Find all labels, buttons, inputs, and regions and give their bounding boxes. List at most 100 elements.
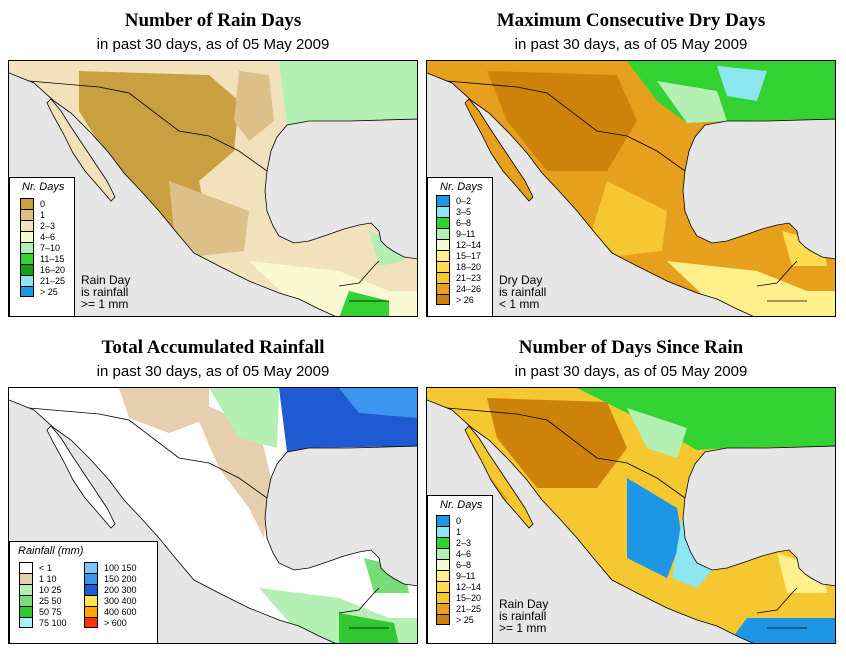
legend-label: 24–26	[456, 283, 482, 294]
legend-row: 50 75	[19, 606, 62, 617]
panel-dry-days: Maximum Consecutive Dry Days in past 30 …	[426, 0, 836, 320]
legend-swatch	[20, 209, 34, 220]
legend-row: 1 10	[19, 573, 57, 584]
legend-row: 300 400	[84, 595, 137, 606]
legend-row: 9–11	[436, 228, 475, 239]
panel-title: Maximum Consecutive Dry Days	[496, 10, 766, 31]
panel-subtitle: in past 30 days, as of 05 May 2009	[96, 363, 330, 380]
legend-swatch	[436, 206, 450, 217]
legend-title: Nr. Days	[440, 499, 483, 511]
legend-label: < 1	[39, 562, 52, 573]
legend-label: 21–25	[456, 603, 482, 614]
legend-row: 21–25	[20, 275, 65, 286]
legend-swatch	[436, 239, 450, 250]
legend-row: 0	[436, 515, 461, 526]
note-line: is rainfall	[499, 609, 547, 623]
legend-note: Rain Day is rainfall >= 1 mm	[499, 598, 548, 634]
legend-note: Dry Day is rainfall < 1 mm	[499, 274, 546, 310]
panel-title: Number of Rain Days	[124, 10, 302, 31]
legend-row: 6–8	[436, 559, 471, 570]
legend-swatch	[436, 526, 450, 537]
legend-swatch	[436, 581, 450, 592]
legend-row: 4–6	[20, 231, 55, 242]
legend-swatch	[436, 515, 450, 526]
legend-row: 21–23	[436, 272, 481, 283]
note-line: is rainfall	[81, 285, 129, 299]
legend-label: 21–25	[40, 275, 66, 286]
legend-swatch	[84, 617, 98, 628]
legend-row: 16–20	[20, 264, 65, 275]
legend-row: > 26	[436, 294, 474, 305]
legend-swatch	[20, 198, 34, 209]
legend-title: Nr. Days	[22, 181, 65, 193]
legend-row: 18–20	[436, 261, 481, 272]
legend-label: 10 25	[39, 584, 62, 595]
legend-label: 0–2	[456, 195, 472, 206]
legend-row: 75 100	[19, 617, 67, 628]
legend-swatch	[20, 231, 34, 242]
panel-total-rainfall: Total Accumulated Rainfall in past 30 da…	[8, 327, 418, 647]
legend-label: 18–20	[456, 261, 482, 272]
legend-swatch	[84, 606, 98, 617]
legend-label: 15–20	[456, 592, 482, 603]
legend-swatch	[20, 220, 34, 231]
legend-label: 1	[456, 526, 462, 537]
legend-row: 2–3	[436, 537, 471, 548]
legend-label: 300 400	[104, 595, 137, 606]
legend-row: 1	[20, 209, 45, 220]
legend-label: 11–15	[40, 253, 65, 264]
legend-label: 2–3	[456, 537, 472, 548]
map-days-since-rain[interactable]: Nr. Days 0 1 2–3 4–6 6–8 9–11 12–14 15–20 21–25 >…	[426, 387, 836, 644]
legend-row: 15–17	[436, 250, 481, 261]
legend-swatch	[436, 614, 450, 625]
legend-row: 4–6	[436, 548, 471, 559]
legend-swatch	[84, 584, 98, 595]
panel-title: Number of Days Since Rain	[518, 337, 744, 358]
legend-label: 1	[40, 209, 46, 220]
legend-row: 9–11	[436, 570, 475, 581]
legend-label: 200 300	[104, 584, 137, 595]
legend-label: 2–3	[40, 220, 56, 231]
legend-row: > 25	[436, 614, 474, 625]
legend-label: 9–11	[456, 228, 476, 239]
legend-label: 6–8	[456, 559, 472, 570]
map-dry-days[interactable]: Nr. Days 0–2 3–5 6–8 9–11 12–14 15–17 18–20 21–…	[426, 60, 836, 317]
legend-row: 100 150	[84, 562, 137, 573]
legend-label: > 600	[104, 617, 127, 628]
legend-label: 50 75	[39, 606, 62, 617]
legend-label: > 26	[456, 294, 474, 305]
legend-swatch	[20, 253, 34, 264]
legend-swatch	[19, 562, 33, 573]
panel-rain-days: Number of Rain Days in past 30 days, as …	[8, 0, 418, 320]
note-line: Rain Day	[81, 273, 131, 287]
note-line: < 1 mm	[499, 297, 540, 311]
legend-row: 25 50	[19, 595, 62, 606]
legend-swatch	[19, 617, 33, 628]
legend-swatch	[436, 228, 450, 239]
legend-row: 150 200	[84, 573, 137, 584]
legend-label: > 25	[40, 286, 58, 297]
note-line: Rain Day	[499, 597, 549, 611]
legend-swatch	[84, 573, 98, 584]
legend: Nr. Days 0 1 2–3 4–6 6–8 9–11 12–14 15–20 21–25 >…	[427, 495, 493, 643]
legend-label: 75 100	[39, 617, 67, 628]
map-rain-days[interactable]: Nr. Days 0 1 2–3 4–6 7–10 11–15 16–20 21–25 > 25…	[8, 60, 418, 317]
legend-label: 400 600	[104, 606, 137, 617]
legend-label: 3–5	[456, 206, 472, 217]
legend-swatch	[436, 559, 450, 570]
legend-row: 6–8	[436, 217, 471, 228]
legend-swatch	[436, 195, 450, 206]
legend-row: 0–2	[436, 195, 471, 206]
legend-swatch	[19, 606, 33, 617]
legend-swatch	[84, 595, 98, 606]
legend-swatch	[436, 537, 450, 548]
legend-row: 12–14	[436, 581, 481, 592]
legend-swatch	[436, 603, 450, 614]
legend-label: 4–6	[40, 231, 56, 242]
note-line: >= 1 mm	[499, 621, 547, 635]
legend-label: 21–23	[456, 272, 482, 283]
legend-label: 12–14	[456, 239, 482, 250]
legend-swatch	[20, 264, 34, 275]
